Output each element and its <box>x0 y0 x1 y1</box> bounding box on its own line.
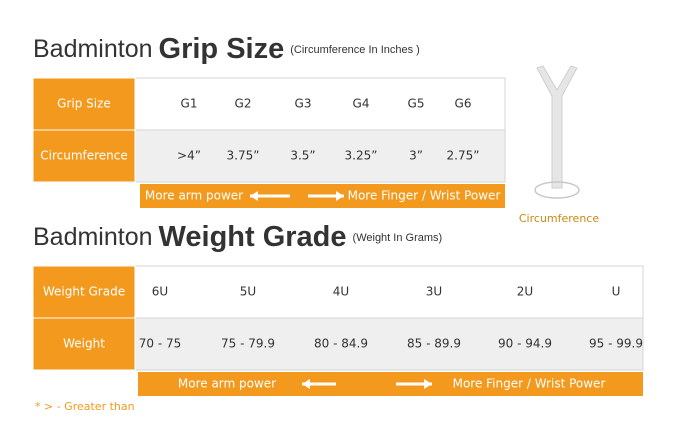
cell: 85 - 89.9 <box>407 337 461 351</box>
header-cell <box>32 129 136 183</box>
cell: >4” <box>177 149 201 163</box>
cell: 2.75” <box>447 149 480 163</box>
cell: 3U <box>426 285 442 299</box>
cell: 75 - 79.9 <box>221 337 275 351</box>
cell: 5U <box>240 285 256 299</box>
section-title: Badminton Grip Size (Circumference In Inch… <box>33 33 420 65</box>
header-cell <box>32 317 136 371</box>
footnote: * > - Greater than <box>35 400 135 413</box>
title-subtitle: (Weight In Grams) <box>353 232 443 244</box>
cell: 95 - 99.9 <box>589 337 643 351</box>
diagram-label: Circumference <box>519 212 599 225</box>
arrow-head <box>302 379 310 389</box>
title-light: Badminton <box>33 223 153 251</box>
header-cell <box>32 265 136 319</box>
arrow-head <box>336 191 344 201</box>
title-light: Badminton <box>33 35 153 63</box>
footer-left: More arm power <box>178 377 276 391</box>
cell: G1 <box>181 97 198 111</box>
cell: 90 - 94.9 <box>498 337 552 351</box>
cell: 2U <box>517 285 533 299</box>
arrow-head <box>424 379 432 389</box>
footer-right: More Finger / Wrist Power <box>453 377 606 391</box>
footer-left: More arm power <box>145 189 243 203</box>
cell: G2 <box>235 97 252 111</box>
grip-diagram <box>534 65 580 199</box>
title-subtitle: (Circumference In Inches ) <box>290 44 420 56</box>
cell: 70 - 75 <box>139 337 182 351</box>
circumference-ring <box>534 181 580 199</box>
cell: 6U <box>152 285 168 299</box>
row-label: Weight <box>63 337 105 351</box>
footer-bar <box>138 372 643 396</box>
cell: G5 <box>408 97 425 111</box>
cell: 4U <box>333 285 349 299</box>
cell: G6 <box>455 97 472 111</box>
cell: U <box>612 285 621 299</box>
cell: 3.25” <box>345 149 378 163</box>
row-label: Circumference <box>40 149 128 163</box>
section-title: Badminton Weight Grade (Weight In Grams) <box>33 221 442 253</box>
title-bold: Weight Grade <box>159 221 347 253</box>
row-label: Grip Size <box>57 97 111 111</box>
cell: G4 <box>353 97 370 111</box>
footer-right: More Finger / Wrist Power <box>348 189 501 203</box>
arrow-head <box>250 191 258 201</box>
cell: G3 <box>295 97 312 111</box>
grip-icon <box>536 65 578 189</box>
cell: 80 - 84.9 <box>314 337 368 351</box>
cell: 3.5” <box>290 149 315 163</box>
title-bold: Grip Size <box>159 33 285 65</box>
row-label: Weight Grade <box>43 285 125 299</box>
cell: 3.75” <box>227 149 260 163</box>
cell: 3” <box>409 149 423 163</box>
